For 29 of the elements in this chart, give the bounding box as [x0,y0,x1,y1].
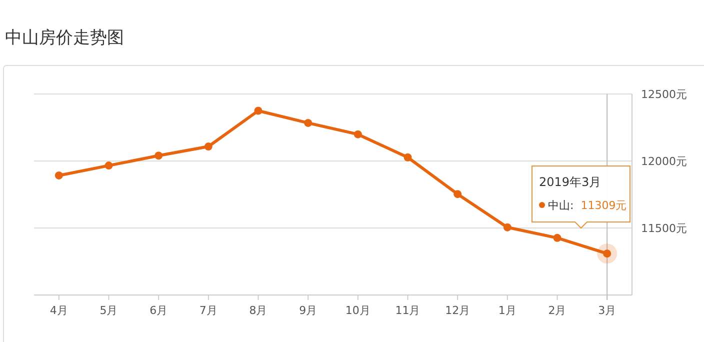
x-tick-label: 2月 [548,304,566,317]
point [54,171,63,180]
x-tick-label: 6月 [150,304,168,317]
point [404,153,412,162]
annotation: 2019年3月 [539,175,602,189]
x-tick-label: 8月 [249,304,268,317]
point [254,106,262,115]
y-tick-label: 11500元 [641,222,687,235]
x-tick-label: 7月 [199,304,218,317]
point [154,152,163,160]
x-tick-label: 10月 [345,304,370,317]
chart-title: 中山房价走势图 [5,28,124,48]
point [354,130,362,138]
point [204,142,212,151]
x-tick-label: 1月 [498,304,516,317]
y-tick-label: 12500元 [641,88,687,101]
x-tick-label: 9月 [299,304,318,317]
x-tick-label: 12月 [445,304,470,317]
x-tick-label: 4月 [50,304,68,317]
point [553,234,562,242]
x-tick-label: 5月 [100,304,118,317]
point [454,190,462,198]
x-tick-label: 11月 [395,304,420,317]
point [104,162,113,170]
x-tick-label: 3月 [598,304,616,317]
point [503,223,512,232]
y-tick-label: 12000元 [641,155,687,168]
annotation: 中山: 11309元 [548,199,627,212]
point [304,118,312,127]
